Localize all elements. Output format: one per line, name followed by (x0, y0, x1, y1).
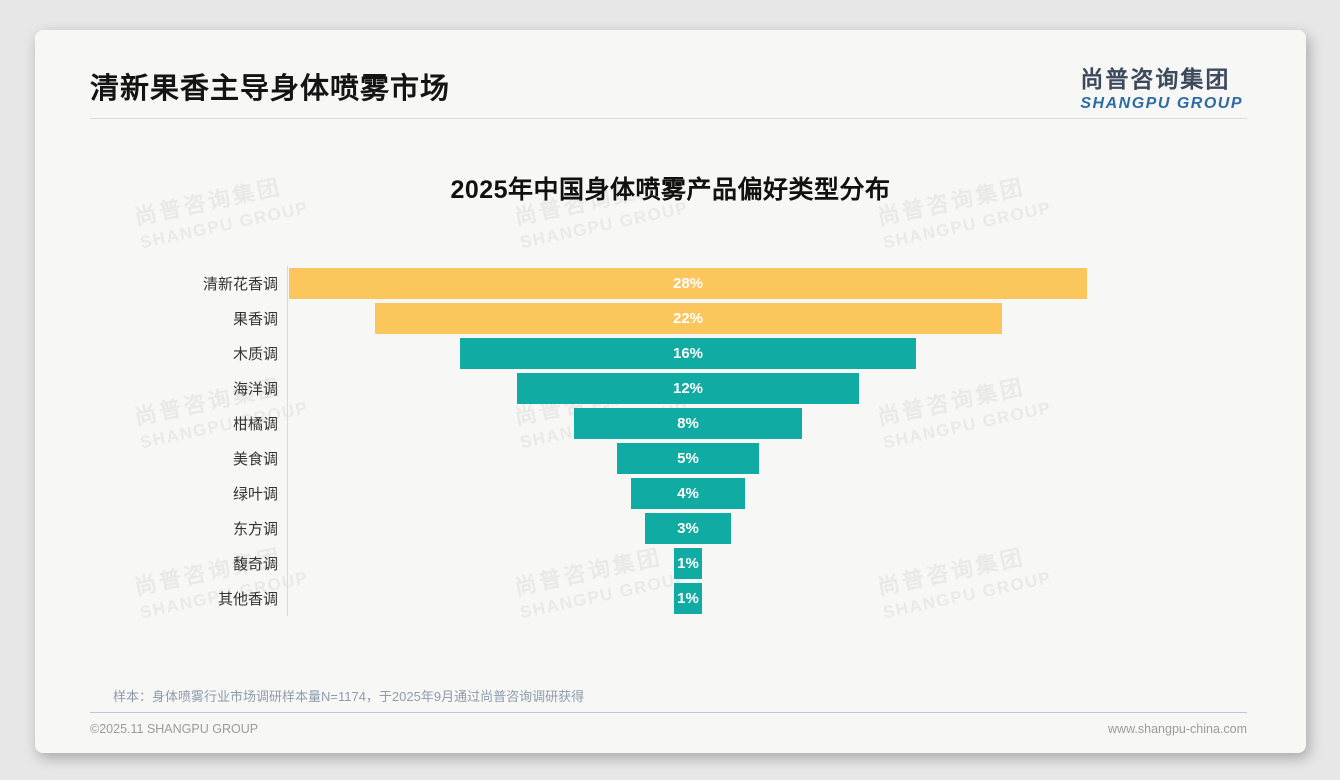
bar-area: 16% (287, 336, 1250, 371)
bar-value-label: 8% (677, 415, 699, 432)
slide-card: 尚普咨询集团 SHANGPU GROUP 尚普咨询集团 SHANGPU GROUP 尚普… (35, 30, 1306, 753)
category-label: 东方调 (232, 521, 278, 538)
watermark-en-text: SHANGPU GROUP (881, 198, 1054, 253)
bar-area: 8% (287, 406, 1250, 441)
category-label: 柑橘调 (232, 416, 278, 433)
funnel-row: 清新花香调 28% (90, 266, 1250, 301)
funnel-bar: 5% (616, 443, 760, 474)
funnel-bar: 16% (460, 338, 916, 369)
logo: 尚普咨询集团 SHANGPU GROUP (1080, 60, 1243, 113)
bar-area: 22% (287, 301, 1250, 336)
funnel-bar: 1% (673, 583, 703, 614)
funnel-row: 绿叶调 4% (90, 476, 1250, 511)
bar-value-label: 1% (677, 590, 699, 607)
funnel-bar: 8% (574, 408, 802, 439)
bar-area: 28% (287, 266, 1250, 301)
bar-value-label: 22% (672, 310, 704, 327)
funnel-bar: 1% (673, 548, 703, 579)
bar-area: 3% (287, 511, 1250, 546)
funnel-chart: 清新花香调 28% 果香调 22% 木质调 16% 海洋调 12% 柑橘调 8% 美食调 5% 绿叶调 4… (90, 266, 1250, 616)
funnel-row: 其他香调 1% (90, 581, 1250, 616)
category-label: 馥奇调 (232, 556, 278, 573)
funnel-bar: 12% (517, 373, 859, 404)
funnel-bar: 4% (631, 478, 745, 509)
funnel-row: 馥奇调 1% (90, 546, 1250, 581)
bar-value-label: 28% (672, 275, 704, 292)
logo-cn-text: 尚普咨询集团 (1080, 66, 1231, 92)
category-label: 木质调 (232, 346, 278, 363)
category-label: 其他香调 (217, 591, 278, 608)
logo-en-text: SHANGPU GROUP (1080, 95, 1243, 112)
website-url: www.shangpu-china.com (1108, 722, 1247, 736)
funnel-row: 美食调 5% (90, 441, 1250, 476)
bar-area: 1% (287, 581, 1250, 616)
bar-value-label: 12% (672, 380, 704, 397)
category-label: 果香调 (232, 311, 278, 328)
bar-value-label: 3% (677, 520, 699, 537)
funnel-row: 果香调 22% (90, 301, 1250, 336)
funnel-row: 柑橘调 8% (90, 406, 1250, 441)
copyright-text: ©2025.11 SHANGPU GROUP (90, 722, 259, 736)
funnel-bar: 28% (289, 268, 1087, 299)
category-label: 海洋调 (232, 381, 278, 398)
sample-note: 样本：身体喷雾行业市场调研样本量N=1174，于2025年9月通过尚普咨询调研获… (113, 689, 585, 704)
funnel-row: 东方调 3% (90, 511, 1250, 546)
bar-area: 4% (287, 476, 1250, 511)
bar-value-label: 1% (677, 555, 699, 572)
watermark-en-text: SHANGPU GROUP (518, 198, 691, 253)
bar-area: 5% (287, 441, 1250, 476)
funnel-bar: 22% (374, 303, 1002, 334)
chart-title: 2025年中国身体喷雾产品偏好类型分布 (450, 176, 891, 204)
funnel-bar: 3% (645, 513, 731, 544)
category-label: 美食调 (232, 451, 278, 468)
footer-divider (90, 712, 1247, 713)
bar-value-label: 5% (677, 450, 699, 467)
category-label: 绿叶调 (232, 486, 278, 503)
watermark-en-text: SHANGPU GROUP (138, 198, 311, 253)
bar-area: 1% (287, 546, 1250, 581)
page-title: 清新果香主导身体喷雾市场 (90, 73, 451, 105)
category-label: 清新花香调 (202, 276, 278, 293)
title-divider (90, 118, 1247, 119)
bar-area: 12% (287, 371, 1250, 406)
bar-value-label: 16% (672, 345, 704, 362)
funnel-row: 海洋调 12% (90, 371, 1250, 406)
footer: ©2025.11 SHANGPU GROUP www.shangpu-china… (90, 722, 1247, 736)
bar-value-label: 4% (677, 485, 699, 502)
funnel-row: 木质调 16% (90, 336, 1250, 371)
